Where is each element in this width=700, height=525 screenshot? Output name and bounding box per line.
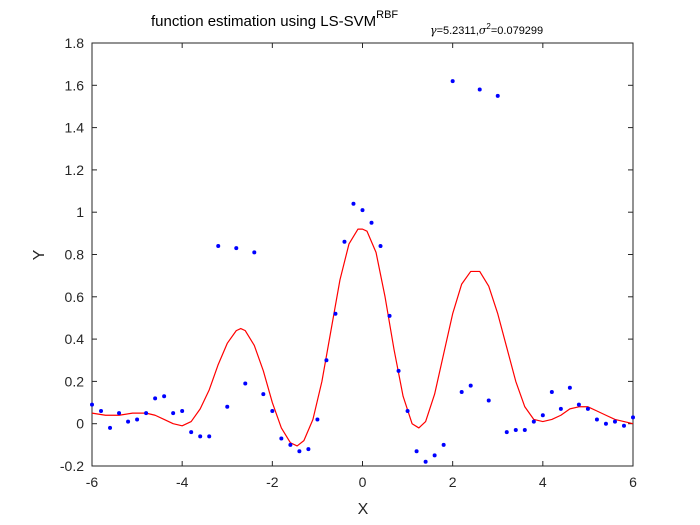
data-point — [108, 425, 113, 430]
y-tick-label: 1.2 — [65, 162, 85, 178]
data-point — [387, 313, 392, 318]
data-point — [459, 389, 464, 394]
data-point — [252, 250, 257, 255]
chart-title: function estimation using LS-SVMRBF γ=5.2… — [151, 9, 543, 37]
data-point — [171, 411, 176, 416]
data-point — [414, 449, 419, 454]
data-point — [576, 402, 581, 407]
data-point — [324, 358, 329, 363]
data-point — [180, 409, 185, 414]
data-point — [405, 409, 410, 414]
data-point — [504, 430, 509, 435]
data-point — [315, 417, 320, 422]
data-point — [549, 389, 554, 394]
data-point — [567, 385, 572, 390]
data-point — [522, 428, 527, 433]
y-tick-label: 1.6 — [65, 77, 85, 93]
data-point — [234, 246, 239, 251]
axes-box — [91, 42, 634, 467]
data-point — [216, 244, 221, 249]
x-tick-label: 2 — [449, 474, 457, 490]
x-axis-label: X — [358, 501, 369, 518]
data-point — [468, 383, 473, 388]
data-point — [342, 239, 347, 244]
x-tick-label: 6 — [629, 474, 637, 490]
data-point — [486, 398, 491, 403]
x-tick-label: -6 — [86, 474, 99, 490]
data-point — [297, 449, 302, 454]
data-point — [495, 93, 500, 98]
chart-title-sigma-value: =0.079299 — [491, 25, 543, 37]
y-axis-label: Y — [31, 249, 48, 260]
data-point — [360, 208, 365, 213]
data-point — [144, 411, 149, 416]
data-point — [513, 428, 518, 433]
data-point — [477, 87, 482, 92]
data-point — [126, 419, 131, 424]
y-tick-label: -0.2 — [60, 458, 84, 474]
y-tick-label: 0.8 — [65, 247, 85, 263]
data-point — [135, 417, 140, 422]
data-point — [396, 368, 401, 373]
chart-title-gamma-symbol: γ — [430, 24, 437, 37]
data-point — [207, 434, 212, 439]
y-tick-label: 0.6 — [65, 289, 85, 305]
data-point — [423, 459, 428, 464]
data-point — [378, 244, 383, 249]
chart-title-gamma-value: =5.2311, — [437, 25, 479, 37]
data-point — [631, 415, 635, 420]
y-tick-label: 0.4 — [65, 331, 85, 347]
data-point — [450, 79, 455, 84]
data-point — [558, 406, 563, 411]
x-tick-label: -4 — [176, 474, 189, 490]
data-point — [540, 413, 545, 418]
data-point — [117, 411, 122, 416]
data-point — [198, 434, 203, 439]
data-point — [279, 436, 284, 441]
data-point — [153, 396, 158, 401]
data-point — [162, 394, 167, 399]
data-point — [99, 409, 104, 414]
data-point — [243, 381, 248, 386]
data-point — [90, 402, 94, 407]
data-point — [261, 392, 266, 397]
data-point — [603, 421, 608, 426]
data-point — [369, 220, 374, 225]
data-point — [432, 453, 437, 458]
data-point — [441, 442, 446, 447]
data-point — [585, 406, 590, 411]
chart-title-sigma-superscript: 2 — [486, 22, 491, 31]
y-tick-label: 1.4 — [65, 120, 85, 136]
data-point — [270, 409, 275, 414]
y-tick-label: 1 — [76, 204, 84, 220]
data-point — [189, 430, 194, 435]
plot-area: -6 -4 -2 0 2 4 6 -0.2 0 0.2 0.4 0.6 0.8 1 1.2 1.4 1.6 1.8 — [60, 35, 637, 490]
chart-title-main: function estimation using LS-SVM — [151, 13, 376, 30]
x-tick-label: 4 — [539, 474, 547, 490]
x-tick-label: 0 — [359, 474, 367, 490]
data-point — [333, 311, 338, 316]
data-point — [531, 419, 536, 424]
chart-title-superscript: RBF — [376, 9, 398, 21]
data-point — [225, 404, 230, 409]
y-tick-label: 1.8 — [65, 35, 85, 51]
data-point — [351, 201, 356, 206]
data-point — [621, 423, 626, 428]
x-tick-label: -2 — [266, 474, 279, 490]
chart-title-sigma-symbol: σ — [479, 24, 487, 37]
fitted-curve-line — [91, 228, 634, 447]
data-point — [594, 417, 599, 422]
data-point — [306, 447, 311, 452]
data-point — [612, 419, 617, 424]
y-tick-label: 0 — [76, 416, 84, 432]
y-tick-label: 0.2 — [65, 373, 85, 389]
data-point — [288, 442, 293, 447]
